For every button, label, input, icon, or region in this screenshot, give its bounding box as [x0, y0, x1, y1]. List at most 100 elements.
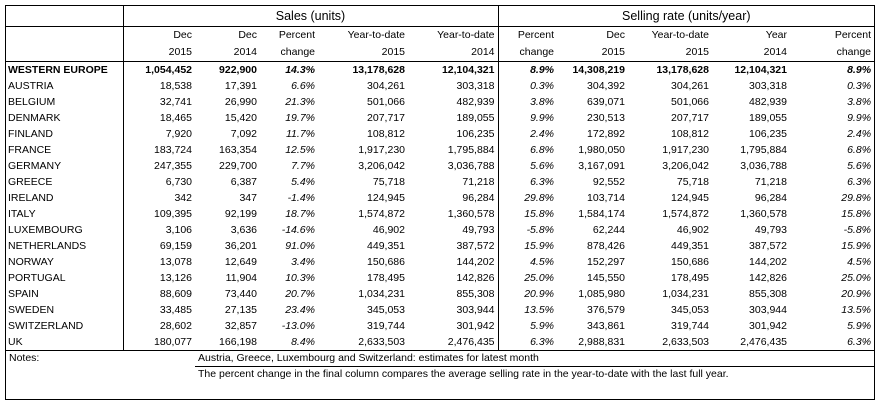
table-row: NORWAY 13,078 12,649 3.4% 150,686 144,202 4.5%…: [6, 254, 874, 270]
percent-change-cell: 6.8%: [497, 142, 557, 158]
value-cell: 28,602: [122, 318, 195, 334]
value-cell: 15,420: [224, 112, 257, 124]
value-cell: 6,387: [230, 176, 257, 188]
table-row: GERMANY 247,355 229,700 7.7% 3,206,042 3,036,…: [6, 158, 874, 174]
percent-change-cell: 29.8%: [497, 190, 557, 206]
country-name: LUXEMBOURG: [8, 224, 83, 236]
percent-change-cell: 0.3%: [847, 80, 872, 92]
value-cell: 13,178,628: [352, 64, 405, 76]
percent-change-cell: 5.4%: [291, 176, 315, 188]
percent-change-cell: 2.4%: [497, 126, 557, 142]
percent-change-cell: 14.3%: [285, 64, 315, 76]
value-cell: 345,053: [367, 304, 405, 316]
value-cell: 92,199: [224, 208, 257, 220]
value-cell: 1,574,872: [662, 208, 709, 220]
value-cell: 106,235: [749, 128, 787, 140]
percent-change-cell: 8.4%: [291, 336, 315, 348]
country-name: GERMANY: [8, 160, 62, 172]
country-name: DENMARK: [8, 112, 61, 124]
value-cell: 1,034,231: [358, 288, 405, 300]
value-cell: 152,297: [587, 256, 625, 268]
value-cell: 3,036,788: [740, 160, 787, 172]
value-cell: 2,988,831: [578, 336, 625, 348]
value-cell: 12,104,321: [441, 64, 495, 76]
column-header: Year-to-date: [437, 29, 495, 41]
value-cell: 639,071: [587, 96, 625, 108]
value-cell: 108,812: [367, 128, 405, 140]
value-cell: 73,440: [224, 288, 257, 300]
value-cell: 319,744: [367, 320, 405, 332]
notes-row-1: Notes: Austria, Greece, Luxembourg and Sw…: [6, 350, 875, 367]
value-cell: 150,686: [671, 256, 709, 268]
value-cell: 345,053: [671, 304, 709, 316]
country-name: BELGIUM: [8, 96, 56, 108]
value-cell: 501,066: [367, 96, 405, 108]
percent-change-cell: -5.8%: [497, 222, 557, 238]
percent-change-cell: 20.9%: [497, 286, 557, 302]
value-cell: 304,261: [367, 80, 405, 92]
value-cell: 178,495: [671, 272, 709, 284]
value-cell: 178,495: [367, 272, 405, 284]
value-cell: 229,700: [219, 160, 257, 172]
value-cell: 247,355: [122, 158, 195, 174]
table-row: BELGIUM 32,741 26,990 21.3% 501,066 482,939 3.…: [6, 94, 874, 110]
value-cell: 304,261: [671, 80, 709, 92]
value-cell: 62,244: [592, 224, 625, 236]
percent-change-cell: 15.8%: [841, 208, 872, 220]
sales-group-header: Sales (units): [122, 6, 498, 27]
value-cell: 7,920: [122, 126, 195, 142]
value-cell: 124,945: [671, 192, 709, 204]
value-cell: 13,126: [122, 270, 195, 286]
value-cell: 304,392: [587, 80, 625, 92]
table-row: PORTUGAL 13,126 11,904 10.3% 178,495 142,826 2…: [6, 270, 874, 286]
value-cell: 180,077: [122, 334, 195, 351]
value-cell: 387,572: [749, 240, 787, 252]
value-cell: 1,795,884: [447, 144, 495, 156]
value-cell: 1,917,230: [358, 144, 405, 156]
percent-change-cell: 21.3%: [285, 96, 315, 108]
percent-change-cell: 9.9%: [497, 110, 557, 126]
percent-change-cell: 15.9%: [497, 238, 557, 254]
value-cell: 482,939: [749, 96, 787, 108]
header-row-2: 2015 2014 change 2015 2014 change 2015 2015 2014…: [6, 44, 875, 62]
percent-change-cell: -14.6%: [281, 224, 315, 236]
percent-change-cell: 20.7%: [285, 288, 315, 300]
value-cell: 1,034,231: [662, 288, 709, 300]
value-cell: 144,202: [456, 256, 495, 268]
value-cell: 145,550: [587, 272, 625, 284]
value-cell: 1,917,230: [662, 144, 709, 156]
country-name: FINLAND: [8, 128, 53, 140]
table-row: DENMARK 18,465 15,420 19.7% 207,717 189,055 9.…: [6, 110, 874, 126]
value-cell: 11,904: [225, 272, 257, 284]
value-cell: 32,857: [224, 320, 257, 332]
value-cell: 142,826: [749, 272, 787, 284]
header-corner: [6, 6, 123, 27]
country-name: ITALY: [8, 208, 36, 220]
value-cell: 1,584,174: [578, 208, 625, 220]
value-cell: 387,572: [456, 240, 495, 252]
percent-change-cell: 18.7%: [285, 208, 315, 220]
percent-change-cell: 2.4%: [847, 128, 872, 140]
notes-label: Notes:: [6, 350, 195, 367]
value-cell: 13,078: [122, 254, 195, 270]
percent-change-cell: 19.7%: [285, 112, 315, 124]
percent-change-cell: 4.5%: [847, 256, 872, 268]
value-cell: 855,308: [456, 288, 495, 300]
percent-change-cell: 6.3%: [497, 334, 557, 351]
value-cell: 12,649: [224, 256, 257, 268]
value-cell: 449,351: [367, 240, 405, 252]
percent-change-cell: 3.4%: [291, 256, 315, 268]
value-cell: 142,826: [456, 272, 495, 284]
percent-change-cell: 3.8%: [497, 94, 557, 110]
value-cell: 103,714: [587, 192, 625, 204]
percent-change-cell: -5.8%: [843, 224, 872, 236]
value-cell: 18,465: [122, 110, 195, 126]
column-header: Year-to-date: [347, 29, 405, 41]
header-row-1: Dec Dec Percent Year-to-date Year-to-date Per…: [6, 26, 874, 44]
header-empty-cell: [6, 44, 123, 62]
percent-change-cell: 7.7%: [291, 160, 315, 172]
percent-change-cell: 6.3%: [497, 174, 557, 190]
column-header: change: [790, 44, 875, 62]
percent-change-cell: 5.6%: [847, 160, 872, 172]
percent-change-cell: 4.5%: [497, 254, 557, 270]
